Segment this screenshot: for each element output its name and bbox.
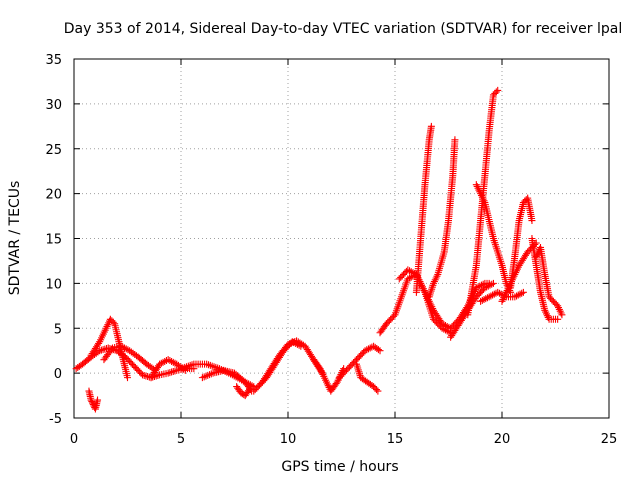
- y-tick-label: 30: [45, 98, 62, 113]
- data-point: [202, 372, 210, 380]
- x-tick-label: 25: [601, 432, 618, 447]
- data-point: [94, 396, 102, 404]
- data-point: [297, 342, 305, 350]
- axis-ticks: 0 5 10 15 20 25 -5 0 5 10 15 20 25 30 35: [45, 53, 617, 447]
- data-point: [451, 136, 459, 144]
- data-point: [558, 311, 566, 319]
- data-point: [87, 396, 95, 404]
- data-point: [532, 239, 540, 247]
- y-tick-label: 5: [54, 322, 62, 337]
- data-point: [124, 374, 131, 382]
- data-point: [372, 386, 380, 394]
- data-point: [554, 315, 562, 323]
- series-t25: [447, 279, 497, 341]
- y-tick-label: 10: [45, 277, 62, 292]
- data-marks: [72, 86, 566, 413]
- data-point: [376, 347, 384, 355]
- data-point: [531, 240, 539, 248]
- y-tick-label: -5: [49, 412, 62, 427]
- series-t6: [198, 366, 256, 395]
- data-point: [492, 88, 500, 96]
- data-point: [445, 323, 453, 331]
- data-point: [519, 288, 527, 296]
- x-tick-label: 20: [494, 432, 511, 447]
- series-t15: [425, 136, 459, 301]
- y-axis-label: SDTVAR / TECUs: [7, 181, 23, 296]
- series-t19: [472, 181, 515, 296]
- y-tick-label: 15: [45, 233, 62, 248]
- data-point: [95, 339, 103, 347]
- data-point: [488, 280, 496, 288]
- series-t22: [528, 235, 562, 323]
- series-t9: [254, 338, 305, 391]
- y-tick-label: 35: [45, 53, 62, 68]
- series-t13: [376, 270, 455, 337]
- data-point: [494, 86, 502, 94]
- y-tick-label: 25: [45, 143, 62, 158]
- data-point: [207, 370, 215, 378]
- x-tick-label: 0: [70, 432, 78, 447]
- x-tick-label: 5: [177, 432, 185, 447]
- data-point: [489, 279, 497, 287]
- data-point: [295, 341, 303, 349]
- data-point: [374, 387, 382, 395]
- series-t1: [85, 387, 102, 413]
- series-t12: [352, 360, 382, 395]
- series-t11: [335, 342, 384, 382]
- data-point: [89, 399, 97, 407]
- x-tick-label: 10: [280, 432, 297, 447]
- y-tick-label: 20: [45, 188, 62, 203]
- series-t24: [498, 239, 540, 305]
- x-tick-label: 15: [387, 432, 404, 447]
- series-t7: [233, 383, 253, 400]
- y-tick-label: 0: [54, 367, 62, 382]
- data-point: [374, 346, 382, 354]
- data-point: [528, 217, 536, 225]
- series-t2: [87, 315, 131, 382]
- chart-title: Day 353 of 2014, Sidereal Day-to-day VTE…: [64, 21, 622, 37]
- series-t23: [532, 243, 566, 319]
- data-point: [518, 289, 526, 297]
- data-point: [427, 122, 435, 130]
- x-axis-label: GPS time / hours: [281, 459, 398, 475]
